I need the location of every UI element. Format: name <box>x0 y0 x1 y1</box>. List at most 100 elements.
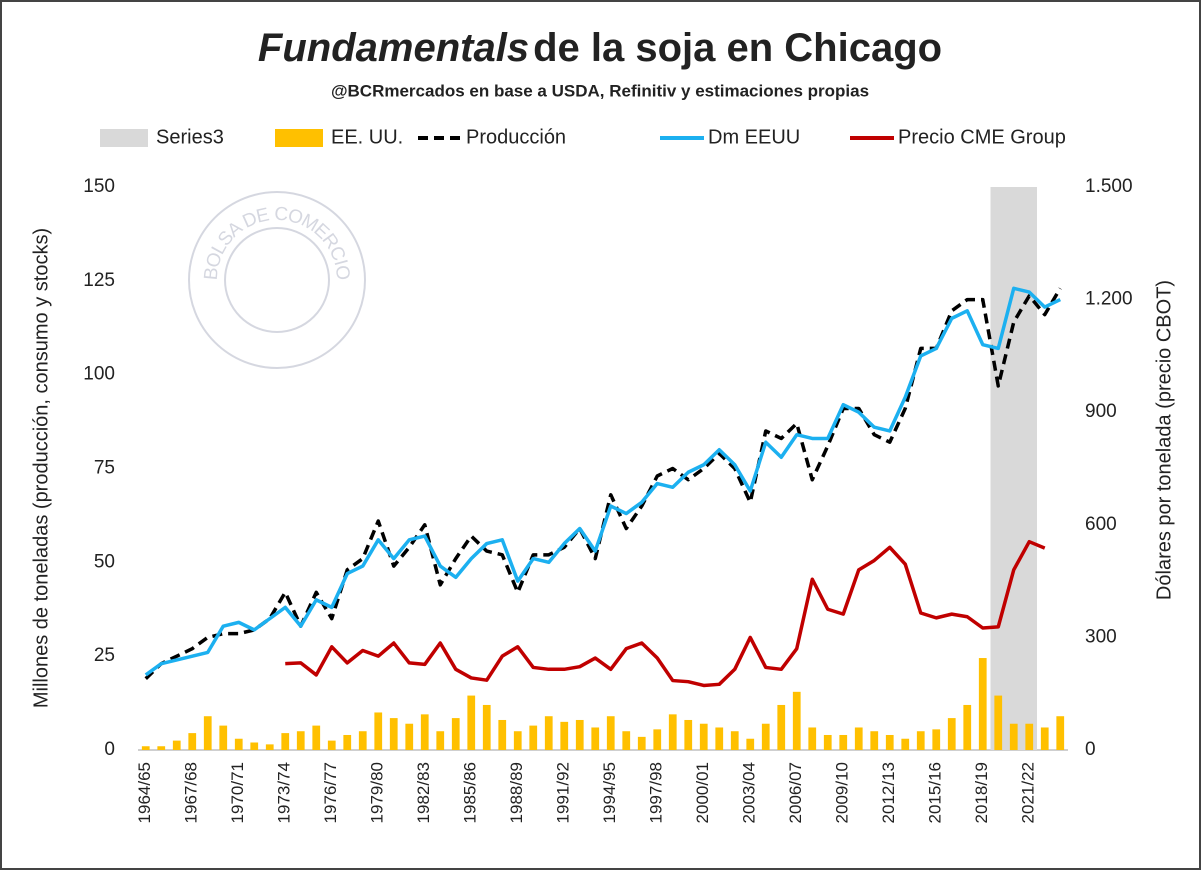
bar <box>343 734 352 750</box>
x-tick-label: 2018/19 <box>972 762 991 823</box>
x-tick-label: 1982/83 <box>414 762 433 823</box>
bar <box>746 738 755 750</box>
x-tick-label: 1988/89 <box>507 762 526 823</box>
bar <box>374 712 383 750</box>
bar <box>808 727 817 750</box>
bar <box>1021 187 1037 750</box>
x-tick-label: 2012/13 <box>879 762 898 823</box>
x-tick-label: 2003/04 <box>740 762 759 823</box>
bar <box>777 704 786 750</box>
watermark-ring <box>188 191 366 369</box>
bar <box>885 734 894 750</box>
legend-swatch <box>100 129 148 147</box>
legend-label: Dm EEUU <box>708 126 800 148</box>
chart-title: Fundamentals de la soja en Chicago <box>258 26 942 70</box>
bar <box>870 731 879 750</box>
bar <box>1056 716 1065 750</box>
y2-tick-label: 900 <box>1085 401 1117 422</box>
bar <box>281 733 290 750</box>
bar <box>1040 727 1049 750</box>
bar <box>389 718 398 750</box>
bar <box>312 725 321 750</box>
x-tick-label: 2015/16 <box>926 762 945 823</box>
x-tick-label: 1979/80 <box>368 762 387 823</box>
bar <box>761 723 770 750</box>
y2-axis-label: Dólares por tonelada (precio CBOT) <box>1153 280 1175 600</box>
bar <box>436 731 445 750</box>
bar <box>715 727 724 750</box>
x-tick-label: 1973/74 <box>275 762 294 823</box>
y2-tick-label: 600 <box>1085 514 1117 535</box>
bar <box>172 740 181 750</box>
x-tick-label: 1964/65 <box>135 762 154 823</box>
x-tick-label: 1967/68 <box>182 762 201 823</box>
bar <box>219 725 228 750</box>
bar <box>823 734 832 750</box>
subtitle: @BCRmercados en base a USDA, Refinitiv y… <box>331 81 869 100</box>
y-tick-label: 50 <box>94 551 115 572</box>
x-tick-label: 1994/95 <box>600 762 619 823</box>
bar <box>668 714 677 750</box>
bar <box>1025 723 1034 750</box>
legend-label: Series3 <box>156 126 224 148</box>
bar <box>932 729 941 750</box>
bar <box>606 716 615 750</box>
watermark-ring <box>224 227 330 333</box>
bar <box>203 716 212 750</box>
bar <box>684 719 693 750</box>
legend-label: Producción <box>466 126 566 148</box>
y-axis-label: Millones de toneladas (producción, consu… <box>30 228 52 708</box>
bar <box>560 721 569 750</box>
bar <box>405 723 414 750</box>
bar <box>544 716 553 750</box>
x-tick-label: 1976/77 <box>321 762 340 823</box>
y-tick-label: 100 <box>83 364 115 385</box>
y2-tick-label: 1.500 <box>1085 176 1133 197</box>
bar <box>591 727 600 750</box>
bar <box>622 731 631 750</box>
bar <box>730 731 739 750</box>
bar <box>575 719 584 750</box>
y-tick-label: 25 <box>94 645 115 666</box>
title-rest: de la soja en Chicago <box>533 26 942 70</box>
line <box>285 539 1046 688</box>
bar <box>637 736 646 750</box>
bar <box>157 746 166 750</box>
bar <box>947 718 956 750</box>
x-tick-label: 2021/22 <box>1019 762 1038 823</box>
y-tick-label: 150 <box>83 176 115 197</box>
bar <box>529 725 538 750</box>
line <box>144 286 1062 677</box>
bar <box>699 723 708 750</box>
bar <box>296 731 305 750</box>
bar <box>327 740 336 750</box>
bar <box>188 733 197 750</box>
bar <box>854 727 863 750</box>
bar <box>250 742 259 750</box>
bar <box>265 744 274 750</box>
bar <box>467 695 476 750</box>
bar <box>1009 723 1018 750</box>
bar <box>792 691 801 750</box>
x-tick-label: 2006/07 <box>786 762 805 823</box>
bar <box>963 704 972 750</box>
legend-label: EE. UU. <box>331 126 403 148</box>
bar <box>994 695 1003 750</box>
y2-tick-label: 300 <box>1085 626 1117 647</box>
bar <box>358 731 367 750</box>
legend-swatch <box>275 129 323 147</box>
bar <box>498 719 507 750</box>
y2-tick-label: 1.200 <box>1085 289 1133 310</box>
x-tick-label: 1985/86 <box>461 762 480 823</box>
x-tick-label: 1997/98 <box>647 762 666 823</box>
bar <box>420 714 429 750</box>
bar <box>513 731 522 750</box>
bar <box>916 731 925 750</box>
bar <box>234 738 243 750</box>
bar <box>901 738 910 750</box>
y-tick-label: 75 <box>94 458 115 479</box>
x-tick-label: 2000/01 <box>693 762 712 823</box>
y-tick-label: 0 <box>104 739 115 760</box>
x-tick-label: 2009/10 <box>833 762 852 823</box>
